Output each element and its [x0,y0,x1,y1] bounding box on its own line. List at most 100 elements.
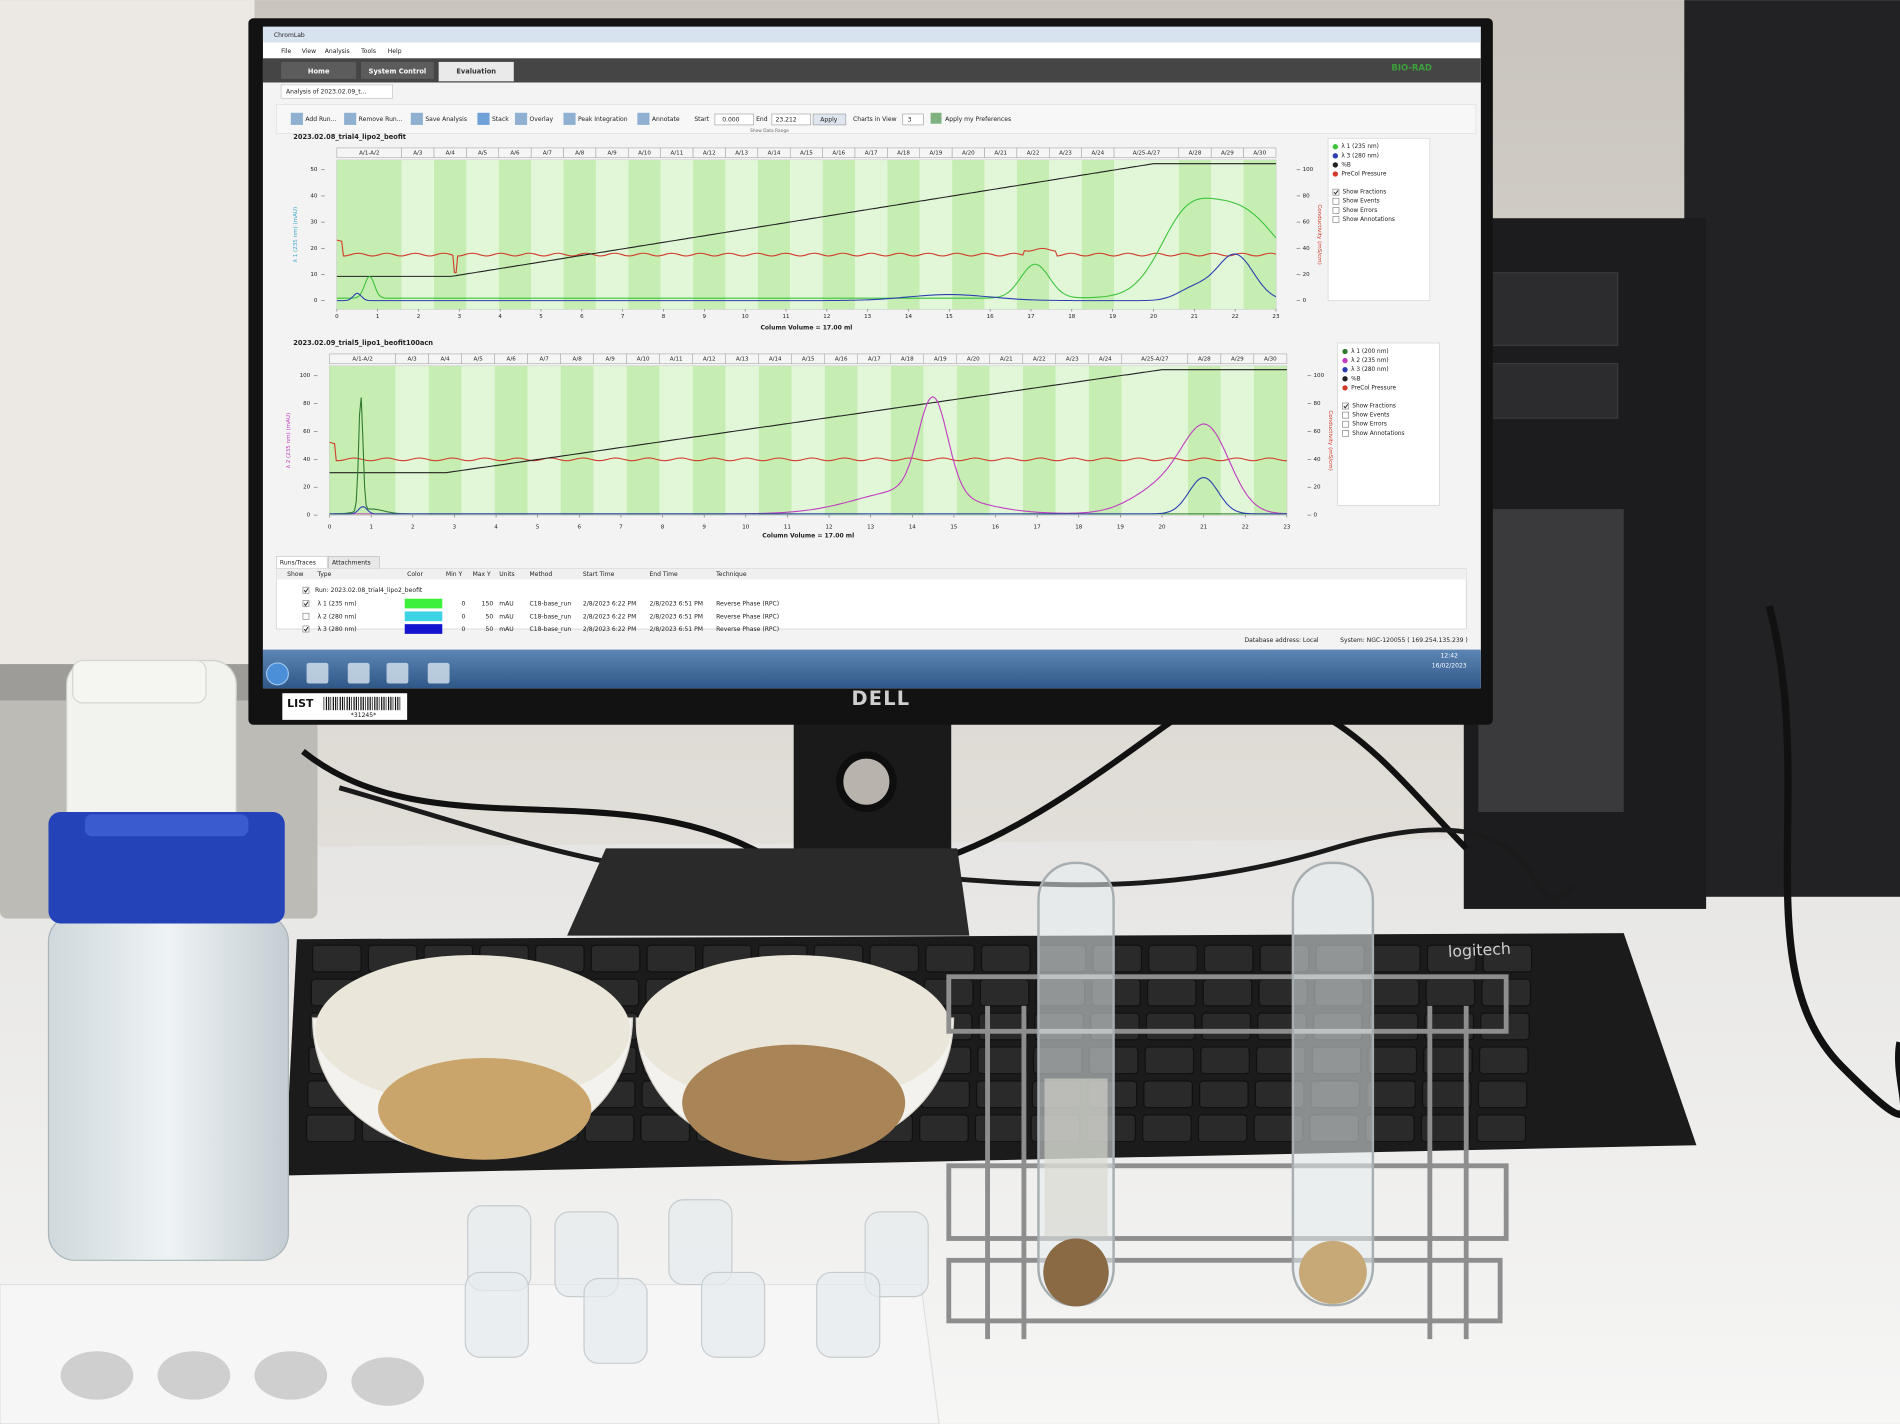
fraction-band [1088,366,1122,516]
y2-tick-label: 20 [1314,485,1322,491]
key [1148,944,1198,973]
fraction-band [1016,160,1050,310]
monitor-brand: DELL [852,687,911,710]
monitor-stand-base [567,848,970,936]
data-range-label: Show Data Range [750,128,789,134]
vial [464,1271,529,1358]
fraction-label: A/29 [1221,150,1234,156]
fraction-label: A/24 [1091,150,1104,156]
end-time: 2/8/2023 6:51 PM [649,613,702,620]
fraction-label: A/30 [1264,356,1277,362]
toolbar-button: Peak Integration [578,116,628,123]
legend-dot [1342,385,1348,391]
legend-dot [1332,171,1338,177]
y-tick-label: 60 [303,429,311,435]
barcode-bar [351,696,352,711]
fraction-band [560,366,594,516]
trace-checkbox [302,612,310,620]
x-axis-label: Column Volume = 17.00 ml [762,533,854,540]
y-tick-label: 30 [310,220,318,226]
drive-bay [1483,272,1619,347]
check-mark [303,601,309,607]
title-bar [262,26,1481,43]
fraction-label: A/24 [1099,356,1112,362]
fraction-band [595,160,629,310]
cable [338,785,1577,901]
toolbar-button: Overlay [530,116,554,123]
start-time: 2/8/2023 6:22 PM [583,626,636,633]
legend-dot [1332,153,1338,159]
legend-entry: %B [1341,162,1351,168]
key [1145,1012,1196,1041]
key [1143,1080,1193,1109]
x-tick-label: 23 [1272,314,1280,320]
key [1368,1012,1419,1041]
key [869,944,920,973]
x-tick-label: 13 [864,314,872,320]
key [1203,944,1254,973]
run-checkbox [302,586,310,594]
toolbar-icon [637,112,650,125]
barcode-bar [330,696,332,711]
input-field [771,113,811,126]
y2-tick-label: 60 [1303,220,1311,226]
option-checkbox [1342,411,1349,419]
taskbar-icon [386,662,409,684]
fraction-label: A/22 [1027,150,1040,156]
method: C18-base_run [530,626,572,633]
key [980,944,1031,973]
x-tick-label: 21 [1200,525,1208,531]
barcode-bar [332,696,334,711]
x-tick-label: 7 [621,314,625,320]
check-mark [1333,190,1339,195]
x-tick-label: 15 [950,525,958,531]
barcode-bar [355,696,357,711]
key [1478,1046,1529,1075]
barcode-bar [353,696,355,711]
start-time: 2/8/2023 6:22 PM [583,601,636,608]
key [305,1114,356,1143]
option-checkbox [1332,207,1340,214]
fraction-band [923,366,957,516]
x-tick-label: 3 [453,525,457,531]
run-label: Run: 2023.02.08_trial4_lipo2_beofit [315,587,423,594]
check-mark [303,588,309,593]
units: mAU [499,601,513,608]
legend-entry: λ 1 (200 nm) [1351,349,1389,355]
x-tick-label: 16 [987,314,995,320]
fraction-label: A/4 [446,150,456,156]
key [976,1080,1026,1109]
fraction-band [1220,366,1254,516]
legend-dot [1342,367,1348,373]
y2-tick-label: 40 [1314,457,1322,463]
menu-item: File [281,48,291,55]
rect [946,1257,1503,1324]
y-tick-label: 50 [310,167,318,173]
chromlab-ui: ChromLab File View Analysis Tools Help Home Sys… [262,26,1481,689]
fraction-label: A/23 [1059,150,1072,156]
option-label: Show Annotations [1352,431,1404,437]
legend-entry: λ 1 (235 nm) [1341,144,1379,150]
option-checkbox [1332,188,1340,196]
y2-axis-label: Conductivity (mS/cm) [1327,410,1333,470]
fraction-label: A/22 [1033,356,1046,362]
apply-button [812,113,847,126]
barcode-bar [385,696,387,711]
technique: Reverse Phase (RPC) [716,626,779,633]
y-tick-label: 0 [307,513,311,519]
option-checkbox [1342,420,1349,428]
x-tick-label: 9 [703,314,707,320]
key [590,944,641,973]
trace-color [404,598,443,609]
fraction-label: A/20 [962,150,975,156]
trace-color [404,611,443,622]
key [979,978,1030,1007]
x-tick-label: 8 [661,525,665,531]
x-tick-label: 18 [1068,314,1076,320]
barcode-bar [323,696,325,711]
document-tab [280,84,393,99]
column-header: End Time [649,571,677,578]
keyboard-brand: logitech [1447,939,1511,961]
x-tick-label: 1 [376,314,380,320]
toolbar-icon [410,112,423,125]
